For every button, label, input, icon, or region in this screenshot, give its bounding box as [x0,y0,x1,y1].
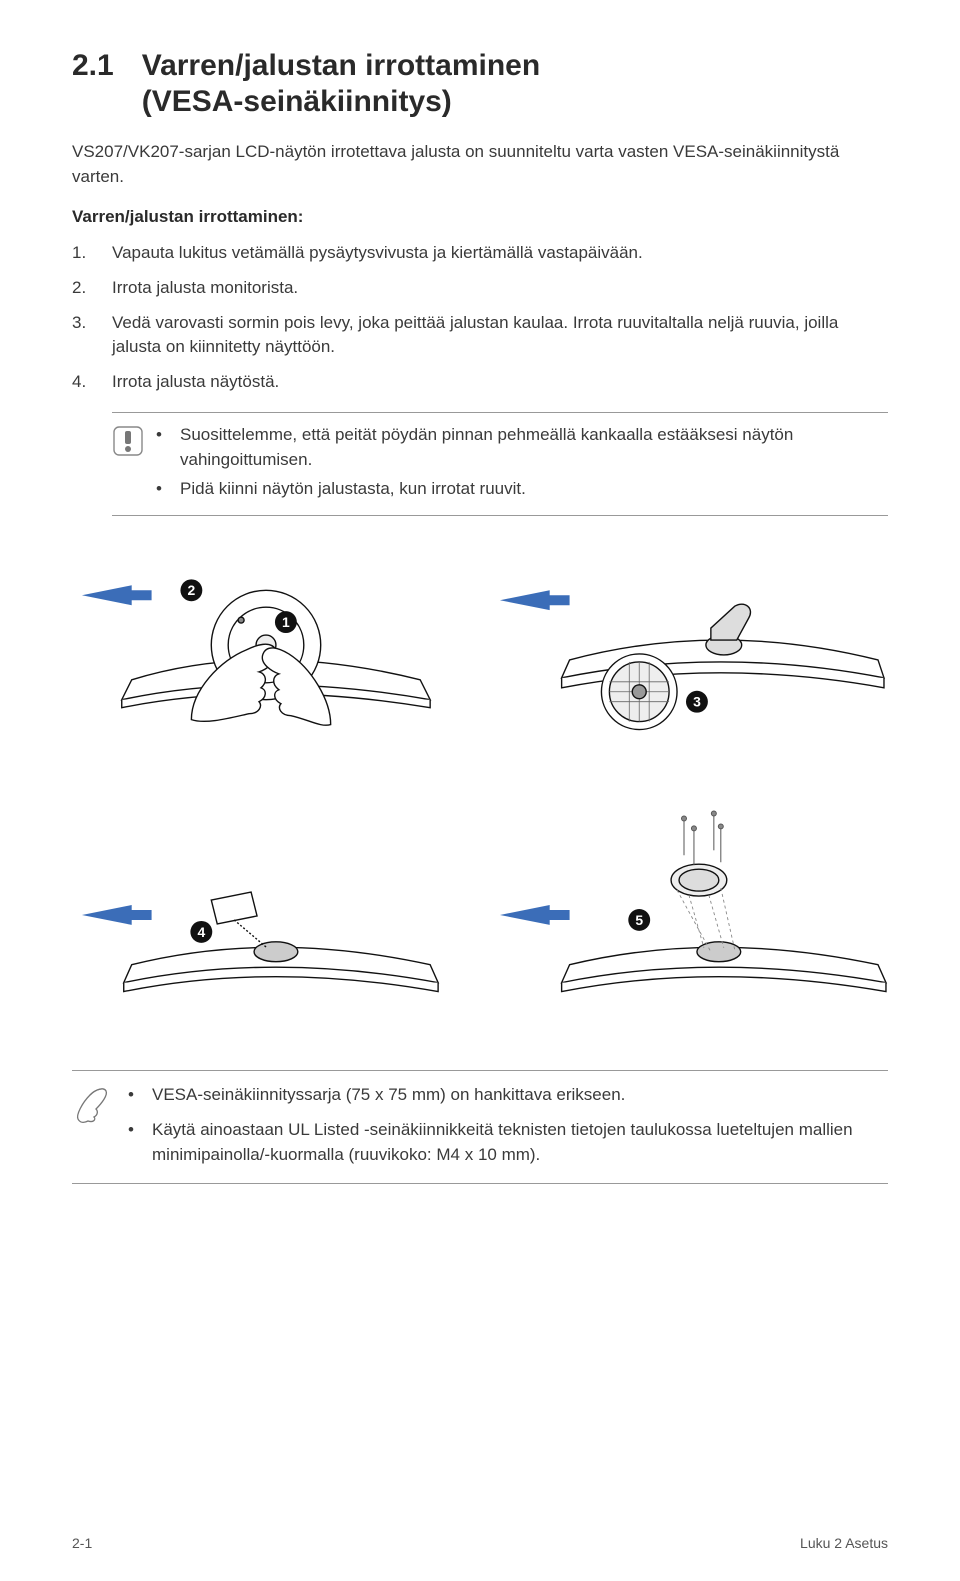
step-item: Vapauta lukitus vetämällä pysäytysvivust… [72,241,888,266]
note-callout: VESA-seinäkiinnityssarja (75 x 75 mm) on… [72,1070,888,1184]
intro-paragraph: VS207/VK207-sarjan LCD-näytön irrotettav… [72,140,888,189]
warning-callout: Suosittelemme, että peität pöydän pinnan… [112,412,888,516]
warning-item: Suosittelemme, että peität pöydän pinnan… [156,423,888,472]
step-text: Irrota jalusta monitorista. [112,276,888,301]
step-text: Irrota jalusta näytöstä. [112,370,888,395]
note-text: VESA-seinäkiinnityssarja (75 x 75 mm) on… [152,1083,625,1108]
step-item: Irrota jalusta monitorista. [72,276,888,301]
svg-text:2: 2 [188,583,196,599]
warning-list: Suosittelemme, että peität pöydän pinnan… [156,423,888,505]
note-item: Käytä ainoastaan UL Listed -seinäkiinnik… [128,1118,888,1167]
section-title-line1: Varren/jalustan irrottaminen [142,49,540,82]
steps-list: Vapauta lukitus vetämällä pysäytysvivust… [72,241,888,394]
svg-text:5: 5 [635,912,643,928]
footer-right: Luku 2 Asetus [800,1535,888,1551]
note-icon [72,1083,128,1125]
svg-text:1: 1 [282,614,290,630]
diagram-area: 2 1 [72,540,888,1020]
diagram-panel-3: 4 [72,800,450,1020]
page-footer: 2-1 Luku 2 Asetus [72,1535,888,1551]
step-text: Vedä varovasti sormin pois levy, joka pe… [112,311,888,360]
step-item: Irrota jalusta näytöstä. [72,370,888,395]
section-number: 2.1 [72,48,114,84]
section-heading: 2.1 Varren/jalustan irrottaminen (VESA-s… [72,48,888,120]
diagram-panel-4: 5 [490,800,888,1020]
note-item: VESA-seinäkiinnityssarja (75 x 75 mm) on… [128,1083,888,1108]
diagram-row-2: 4 [72,800,888,1020]
warning-text: Suosittelemme, että peität pöydän pinnan… [180,423,888,472]
svg-text:4: 4 [197,924,205,940]
step-text: Vapauta lukitus vetämällä pysäytysvivust… [112,241,888,266]
sub-heading: Varren/jalustan irrottaminen: [72,207,888,227]
note-text: Käytä ainoastaan UL Listed -seinäkiinnik… [152,1118,888,1167]
note-list: VESA-seinäkiinnityssarja (75 x 75 mm) on… [128,1083,888,1171]
diagram-panel-2: 3 [490,540,888,750]
warning-text: Pidä kiinni näytön jalustasta, kun irrot… [180,477,526,502]
footer-left: 2-1 [72,1535,92,1551]
warning-item: Pidä kiinni näytön jalustasta, kun irrot… [156,477,888,502]
diagram-panel-1: 2 1 [72,540,450,750]
diagram-row-1: 2 1 [72,540,888,750]
section-title-line2: (VESA-seinäkiinnitys) [142,85,452,118]
svg-text:3: 3 [693,694,701,710]
warning-icon [112,423,156,457]
section-title: Varren/jalustan irrottaminen (VESA-seinä… [142,48,540,120]
step-item: Vedä varovasti sormin pois levy, joka pe… [72,311,888,360]
